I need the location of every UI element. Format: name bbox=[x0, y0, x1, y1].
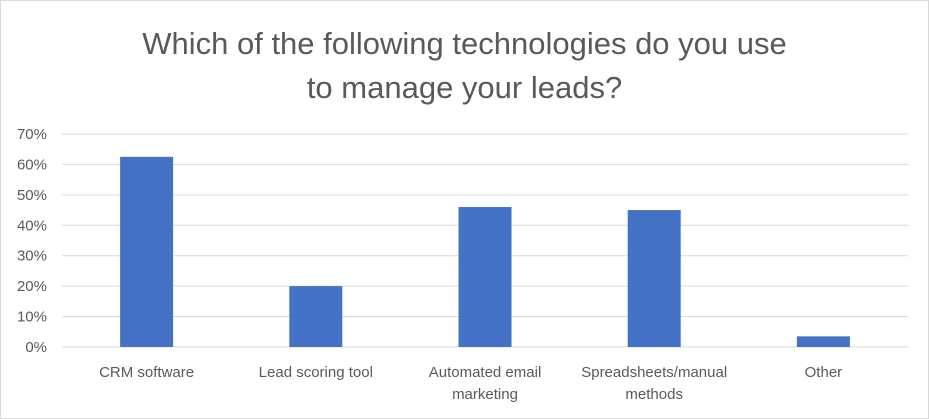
y-tick-label: 0% bbox=[25, 339, 47, 356]
x-category-label: marketing bbox=[452, 386, 518, 403]
x-category-label: CRM software bbox=[99, 364, 194, 381]
y-tick-label: 60% bbox=[17, 156, 47, 173]
y-tick-label: 10% bbox=[17, 309, 47, 326]
x-category-label: Lead scoring tool bbox=[259, 364, 373, 381]
x-category-label: Other bbox=[805, 364, 843, 381]
y-tick-label: 50% bbox=[17, 187, 47, 204]
bar bbox=[120, 156, 174, 347]
bar bbox=[289, 286, 343, 347]
y-tick-label: 30% bbox=[17, 248, 47, 265]
bar bbox=[627, 210, 681, 347]
x-category-label: Automated email bbox=[429, 364, 542, 381]
y-tick-label: 70% bbox=[17, 126, 47, 143]
x-category-label: Spreadsheets/manual bbox=[581, 364, 727, 381]
chart-title: Which of the following technologies do y… bbox=[0, 22, 929, 110]
bar bbox=[796, 336, 850, 347]
bar bbox=[458, 207, 512, 347]
chart-title-line-2: to manage your leads? bbox=[306, 70, 623, 105]
chart-title-line-1: Which of the following technologies do y… bbox=[142, 26, 787, 61]
x-category-label: methods bbox=[625, 386, 683, 403]
y-tick-label: 20% bbox=[17, 278, 47, 295]
y-tick-label: 40% bbox=[17, 217, 47, 234]
